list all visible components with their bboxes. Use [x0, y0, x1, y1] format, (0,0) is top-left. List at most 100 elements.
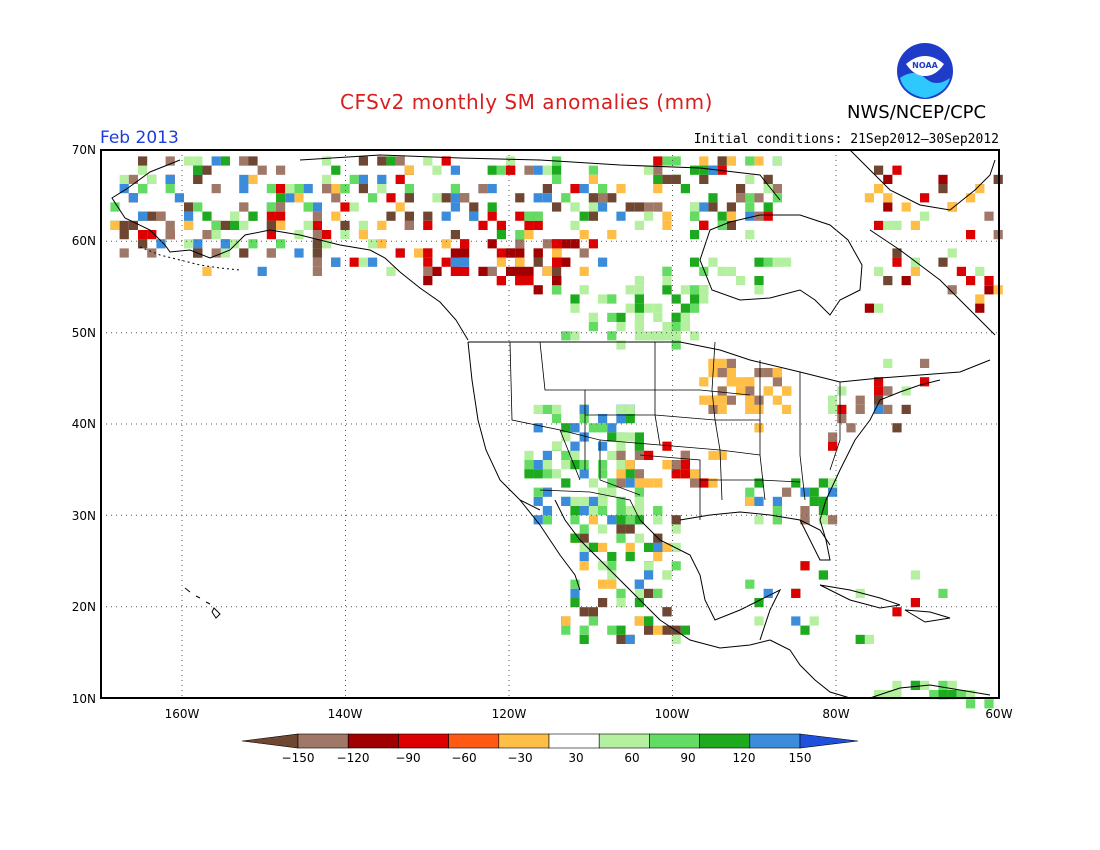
anomaly-cell — [772, 506, 782, 516]
anomaly-cell — [763, 368, 773, 378]
anomaly-cell — [625, 303, 635, 313]
anomaly-cell — [552, 441, 562, 451]
anomaly-cell — [561, 331, 571, 341]
anomaly-cell — [579, 211, 589, 221]
anomaly-cell — [717, 404, 727, 414]
anomaly-cell — [699, 285, 709, 295]
anomaly-cell — [910, 257, 920, 267]
anomaly-cell — [662, 211, 672, 221]
anomaly-cell — [708, 257, 718, 267]
colorbar-label-m90: −90 — [395, 751, 420, 765]
anomaly-cell — [634, 432, 644, 442]
anomaly-cell — [947, 248, 957, 258]
anomaly-cell — [754, 193, 764, 203]
anomaly-cell — [193, 239, 203, 249]
anomaly-cell — [883, 276, 893, 286]
anomaly-cell — [745, 579, 755, 589]
anomaly-cell — [708, 193, 718, 203]
anomaly-cell — [616, 588, 626, 598]
anomaly-cell — [312, 239, 322, 249]
anomaly-cell — [938, 588, 948, 598]
anomaly-cell — [607, 450, 617, 460]
anomaly-cell — [570, 496, 580, 506]
anomaly-cell — [598, 460, 608, 470]
anomaly-cell — [165, 220, 175, 230]
anomaly-cell — [837, 414, 847, 424]
anomaly-cell — [165, 230, 175, 240]
anomaly-cell — [809, 616, 819, 626]
anomaly-cell — [680, 303, 690, 313]
anomaly-cell — [239, 248, 249, 258]
anomaly-cell — [579, 496, 589, 506]
anomaly-cell — [579, 184, 589, 194]
anomaly-cell — [579, 266, 589, 276]
anomaly-cell — [524, 460, 534, 470]
anomaly-cell — [515, 266, 525, 276]
anomaly-cell — [312, 257, 322, 267]
anomaly-cell — [745, 174, 755, 184]
anomaly-cell — [662, 625, 672, 635]
anomaly-cell — [634, 220, 644, 230]
anomaly-cell — [331, 211, 341, 221]
anomaly-cell — [552, 404, 562, 414]
anomaly-cell — [653, 331, 663, 341]
anomaly-cell — [395, 202, 405, 212]
anomaly-cell — [450, 257, 460, 267]
anomaly-cell — [616, 496, 626, 506]
anomaly-cell — [671, 156, 681, 166]
anomaly-cell — [616, 432, 626, 442]
anomaly-cell — [552, 239, 562, 249]
anomaly-cell — [542, 193, 552, 203]
anomaly-cell — [588, 478, 598, 488]
anomaly-cell — [745, 487, 755, 497]
anomaly-cell — [331, 257, 341, 267]
anomaly-cell — [680, 322, 690, 332]
anomaly-cell — [892, 165, 902, 175]
anomaly-cell — [266, 248, 276, 258]
anomaly-cell — [782, 404, 792, 414]
anomaly-cell — [671, 340, 681, 350]
anomaly-cell — [625, 404, 635, 414]
anomaly-cell — [147, 230, 157, 240]
colorbar-swatch — [548, 733, 600, 749]
anomaly-cell — [266, 202, 276, 212]
anomaly-cell — [552, 248, 562, 258]
anomaly-cell — [598, 193, 608, 203]
anomaly-cell — [211, 220, 221, 230]
anomaly-cell — [138, 156, 148, 166]
anomaly-cell — [874, 377, 884, 387]
anomaly-cell — [634, 331, 644, 341]
colorbar-label-90: 90 — [680, 751, 695, 765]
anomaly-cell — [690, 165, 700, 175]
anomaly-cell — [570, 184, 580, 194]
anomaly-cell — [616, 533, 626, 543]
anomaly-cell — [671, 331, 681, 341]
anomaly-cell — [736, 193, 746, 203]
anomaly-cell — [588, 322, 598, 332]
anomaly-cell — [506, 248, 516, 258]
anomaly-cell — [855, 634, 865, 644]
anomaly-cell — [754, 616, 764, 626]
colorbar-label-m30: −30 — [507, 751, 532, 765]
anomaly-cell — [708, 202, 718, 212]
anomaly-cell — [634, 506, 644, 516]
anomaly-cell — [892, 607, 902, 617]
anomaly-cell — [671, 524, 681, 534]
anomaly-cell — [506, 266, 516, 276]
anomaly-cell — [754, 285, 764, 295]
anomaly-cell — [644, 561, 654, 571]
anomaly-cell — [634, 285, 644, 295]
anomaly-cell — [699, 395, 709, 405]
anomaly-cell — [579, 506, 589, 516]
anomaly-cell — [910, 266, 920, 276]
anomaly-cell — [312, 248, 322, 258]
anomaly-cell — [579, 460, 589, 470]
anomaly-cell — [607, 423, 617, 433]
anomaly-cell — [276, 220, 286, 230]
anomaly-cell — [542, 487, 552, 497]
anomaly-cell — [561, 625, 571, 635]
anomaly-cell — [883, 174, 893, 184]
anomaly-cell — [699, 377, 709, 387]
anomaly-cell — [828, 441, 838, 451]
anomaly-cell — [147, 211, 157, 221]
